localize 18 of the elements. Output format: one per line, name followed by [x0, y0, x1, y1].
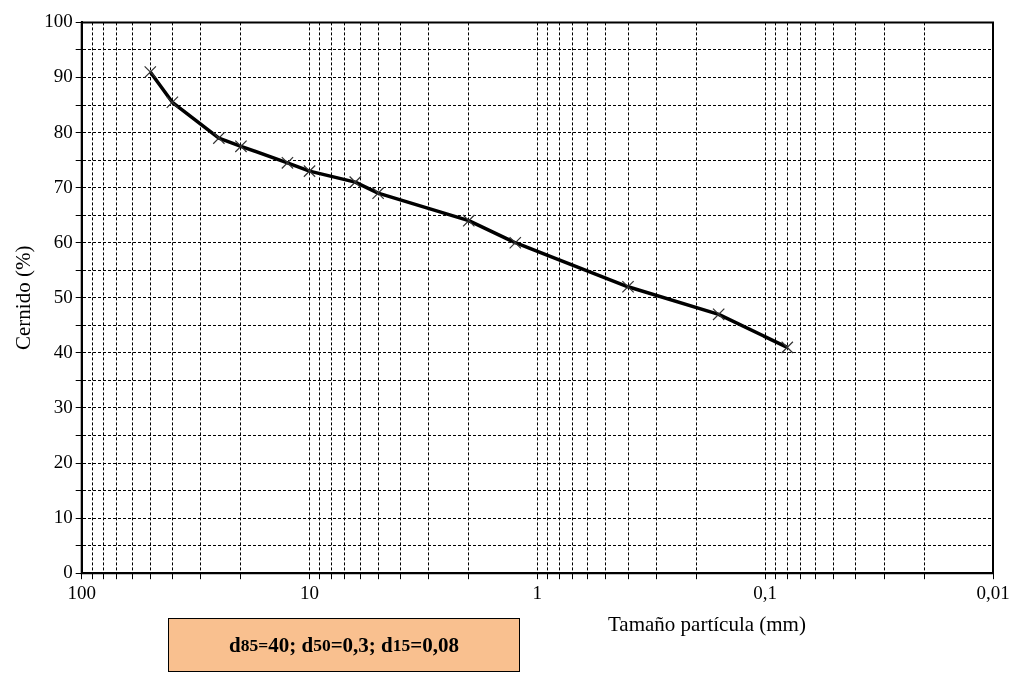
x-tick-label: 1: [532, 581, 543, 603]
y-tick-label: 50: [53, 285, 73, 307]
y-tick-label: 0: [63, 561, 73, 583]
y-tick-label: 90: [53, 65, 73, 87]
y-tick-label: 60: [53, 230, 73, 252]
x-tick-label: 100: [67, 581, 96, 603]
x-axis-title: Tamaño partícula (mm): [608, 612, 806, 637]
y-tick-label: 30: [53, 395, 73, 417]
x-tick-label: 10: [300, 581, 320, 603]
y-tick-label: 20: [53, 451, 73, 473]
x-tick-label: 0,01: [976, 581, 1010, 603]
y-tick-label: 100: [44, 10, 73, 32]
y-axis-title: Cernido (%): [11, 245, 36, 350]
y-tick-label: 10: [53, 506, 73, 528]
y-tick-label: 40: [53, 340, 73, 362]
y-tick-label: 80: [53, 120, 73, 142]
y-tick-label: 70: [53, 175, 73, 197]
x-tick-label: 0,1: [753, 581, 778, 603]
